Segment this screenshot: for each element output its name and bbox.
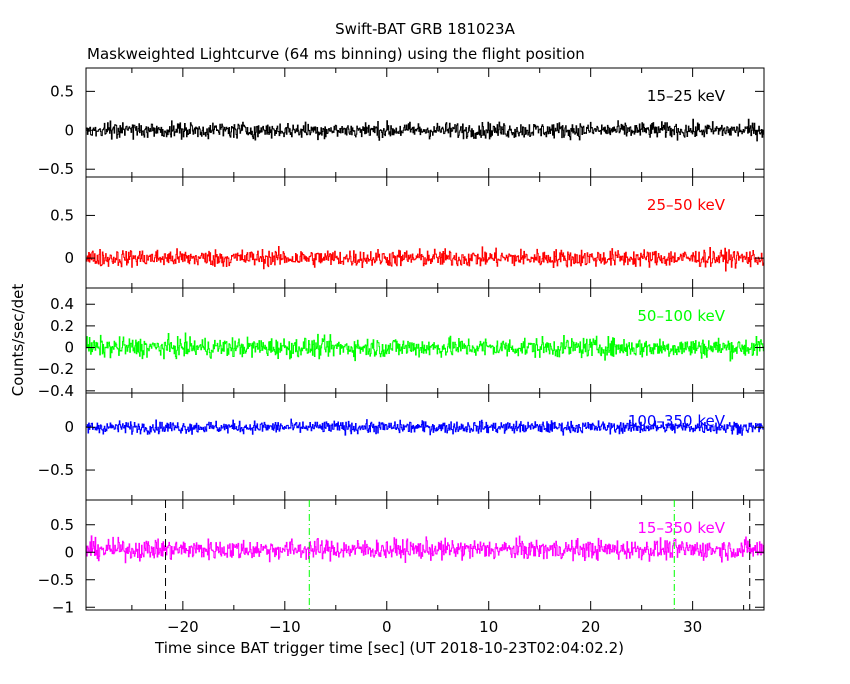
panel-frame-3 <box>85 392 765 501</box>
panel-frame-2 <box>85 287 765 394</box>
y-tick-label-4: −1 <box>52 598 74 616</box>
series-label-2: 50–100 keV <box>637 307 725 325</box>
x-tick-label: 0 <box>382 618 392 636</box>
series-line-2 <box>86 332 764 362</box>
panel-frame-1 <box>85 176 765 289</box>
y-tick-label-2: 0 <box>64 339 74 357</box>
y-axis-label: Counts/sec/det <box>9 283 27 397</box>
series-label-3: 100–350 keV <box>628 412 726 430</box>
series-label-0: 15–25 keV <box>647 87 726 105</box>
y-tick-label-1: 0 <box>64 249 74 267</box>
x-tick-label: 10 <box>479 618 498 636</box>
y-tick-label-2: −0.2 <box>38 360 74 378</box>
series-line-0 <box>86 118 764 142</box>
chart-subtitle: Maskweighted Lightcurve (64 ms binning) … <box>87 45 585 63</box>
y-tick-label-4: −0.5 <box>38 571 74 589</box>
x-tick-label: −10 <box>269 618 301 636</box>
y-tick-label-2: 0.4 <box>50 295 74 313</box>
y-tick-label-3: −0.5 <box>38 461 74 479</box>
series-line-4 <box>86 535 764 564</box>
x-tick-label: 20 <box>581 618 600 636</box>
chart-title: Swift-BAT GRB 181023A <box>335 20 515 38</box>
y-tick-label-2: −0.4 <box>38 382 74 400</box>
series-line-3 <box>86 418 764 436</box>
x-tick-label: −20 <box>167 618 199 636</box>
y-tick-label-0: 0.5 <box>50 82 74 100</box>
y-tick-label-4: 0.5 <box>50 516 74 534</box>
series-line-1 <box>86 246 764 272</box>
y-tick-label-4: 0 <box>64 543 74 561</box>
y-tick-label-3: 0 <box>64 418 74 436</box>
y-tick-label-0: 0 <box>64 121 74 139</box>
y-tick-label-2: 0.2 <box>50 317 74 335</box>
panel-frame-4 <box>85 499 765 611</box>
y-tick-label-1: 0.5 <box>50 206 74 224</box>
y-tick-label-0: −0.5 <box>38 160 74 178</box>
series-label-4: 15–350 keV <box>637 519 725 537</box>
series-label-1: 25–50 keV <box>647 196 726 214</box>
x-tick-label: 30 <box>683 618 702 636</box>
x-axis-label: Time since BAT trigger time [sec] (UT 20… <box>155 639 624 657</box>
